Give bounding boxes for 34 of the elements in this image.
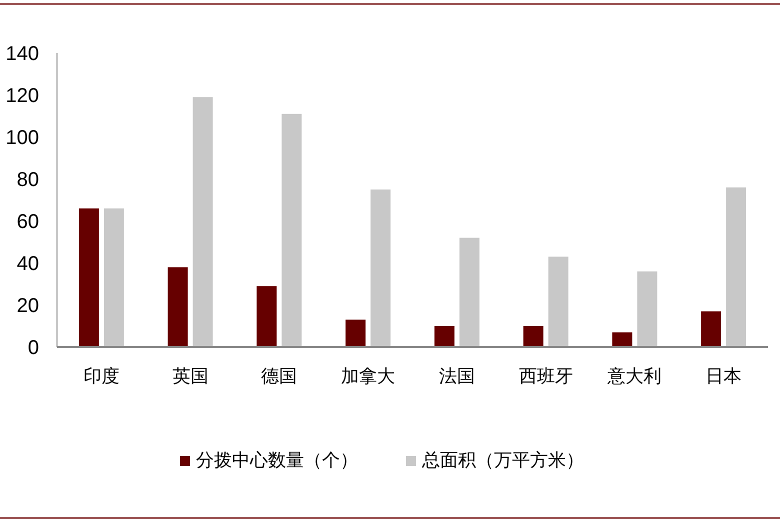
y-tick-label: 0 <box>28 337 39 359</box>
bar <box>346 320 366 347</box>
bar <box>282 114 302 347</box>
x-tick-label: 法国 <box>438 366 475 386</box>
x-tick-label: 日本 <box>706 366 742 386</box>
bar <box>701 311 722 347</box>
bar <box>726 187 746 347</box>
bar <box>459 238 480 347</box>
bar <box>637 271 658 347</box>
bar <box>104 208 124 347</box>
x-tick-label: 印度 <box>83 366 120 386</box>
y-tick-label: 60 <box>16 211 39 233</box>
y-tick-label: 120 <box>6 85 39 107</box>
y-tick-label: 80 <box>16 169 39 191</box>
legend-label: 总面积（万平方米） <box>421 450 584 470</box>
x-tick-label: 西班牙 <box>518 366 573 386</box>
bar <box>434 326 454 347</box>
x-tick-label: 加拿大 <box>341 366 396 386</box>
y-tick-label: 40 <box>16 253 39 275</box>
y-tick-label: 20 <box>16 295 39 317</box>
x-tick-label: 英国 <box>172 366 208 386</box>
bar <box>192 97 213 347</box>
bar <box>168 267 188 347</box>
bar <box>78 208 99 347</box>
bar <box>612 332 632 347</box>
bar <box>548 256 568 347</box>
bar <box>256 286 277 347</box>
legend-label: 分拨中心数量（个） <box>196 450 358 470</box>
x-tick-label: 德国 <box>261 366 298 386</box>
y-tick-label: 100 <box>6 127 39 149</box>
x-tick-label: 意大利 <box>606 366 662 386</box>
bar <box>523 326 544 347</box>
y-tick-label: 140 <box>6 43 39 65</box>
bar <box>370 190 391 347</box>
